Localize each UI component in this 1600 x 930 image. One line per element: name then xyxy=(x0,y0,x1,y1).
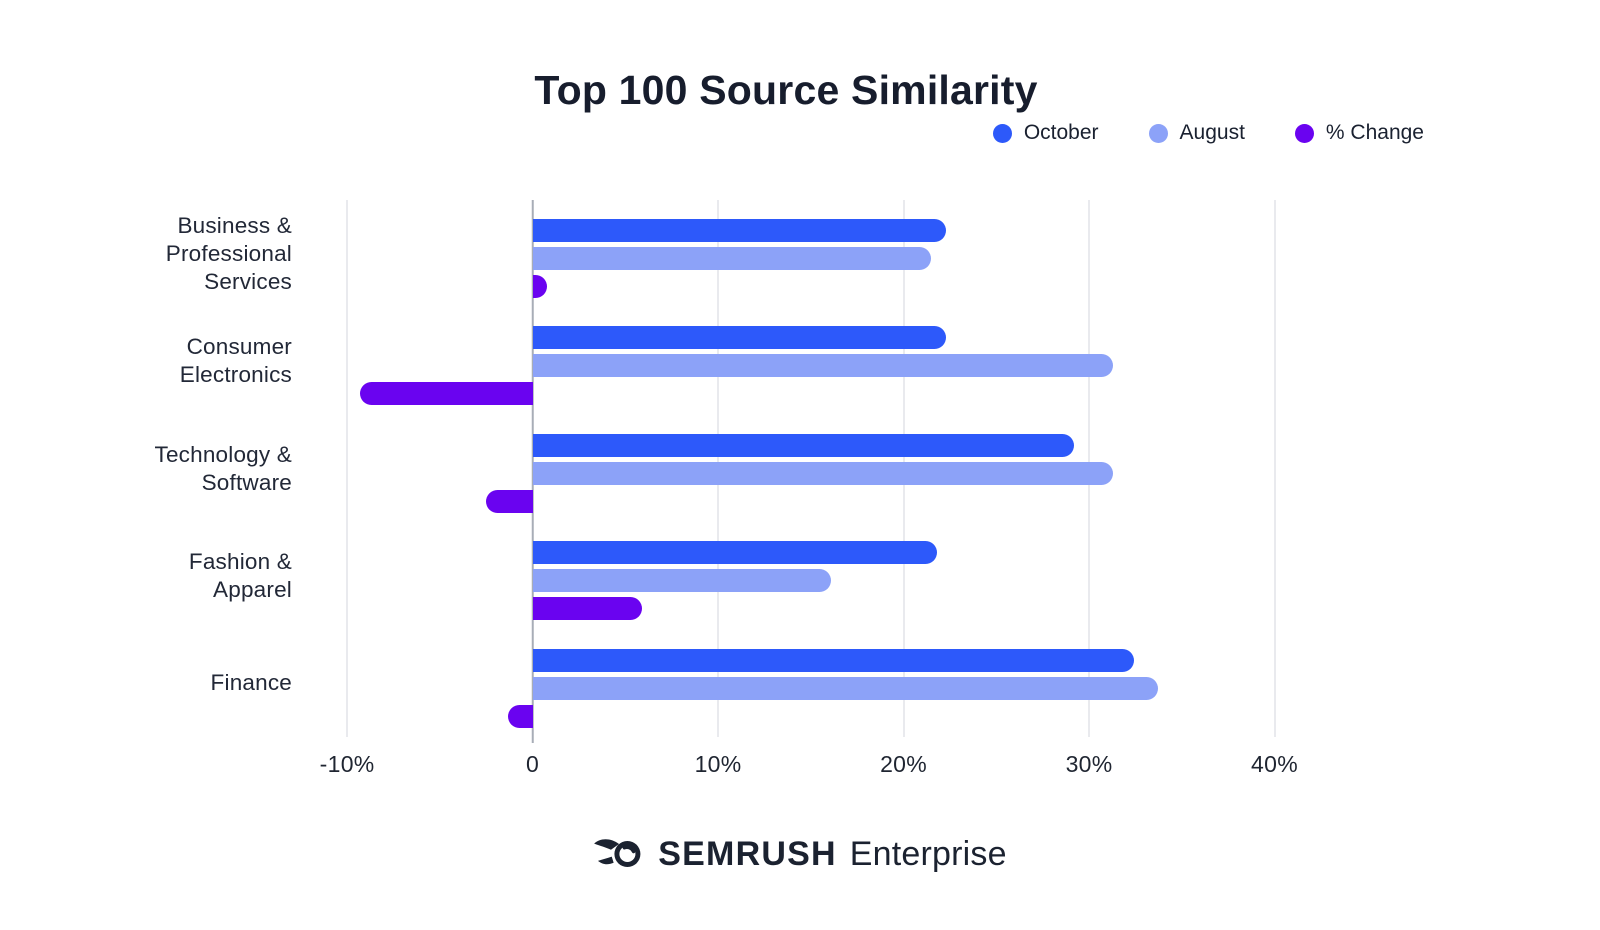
bar-august-consumer-electronics xyxy=(532,354,1114,378)
category-labels: Business & Professional Services Consumer El… xyxy=(0,200,292,737)
chart-title: Top 100 Source Similarity xyxy=(534,67,1038,114)
category-label-technology-software: Technology & Software xyxy=(154,441,292,495)
x-tick-label: -10% xyxy=(319,751,375,777)
category-row-consumer-electronics xyxy=(310,307,1460,414)
bar-change-consumer-electronics xyxy=(360,382,533,406)
x-tick-label: 20% xyxy=(880,751,928,777)
bar-change-business-professional-services xyxy=(532,275,548,298)
legend-label-october: October xyxy=(1023,121,1099,144)
category-row-finance xyxy=(310,630,1460,737)
brand-footer: SEMRUSH Enterprise xyxy=(0,833,1600,875)
legend-dot-change xyxy=(1294,123,1314,143)
chart-legend: October August % Change xyxy=(992,121,1424,145)
bar-october-consumer-electronics xyxy=(532,326,947,350)
semrush-comet-icon xyxy=(594,839,641,867)
category-row-fashion-apparel xyxy=(310,522,1460,629)
category-row-technology-software xyxy=(310,415,1460,522)
bar-october-technology-software xyxy=(532,433,1075,457)
plot-area: -10% 0 10% 20% 30% 40% xyxy=(310,200,1460,777)
gridline xyxy=(1273,200,1276,737)
bar-october-fashion-apparel xyxy=(532,541,937,565)
bar-change-fashion-apparel xyxy=(532,597,642,621)
legend-item-change: % Change xyxy=(1294,121,1424,145)
bar-august-finance xyxy=(532,676,1158,700)
bar-august-fashion-apparel xyxy=(532,569,832,593)
x-tick-label: 10% xyxy=(694,751,742,777)
bar-august-technology-software xyxy=(532,461,1114,485)
bar-august-business-professional-services xyxy=(532,247,932,270)
category-label-fashion-apparel: Fashion & Apparel xyxy=(188,548,292,602)
bar-october-business-professional-services xyxy=(532,219,947,242)
legend-dot-october xyxy=(992,123,1012,143)
category-row-business-professional-services xyxy=(310,200,1460,307)
x-tick-label: 40% xyxy=(1251,751,1298,777)
legend-item-august: August xyxy=(1148,121,1245,145)
legend-label-august: August xyxy=(1179,121,1245,144)
category-label-consumer-electronics: Consumer Electronics xyxy=(179,334,292,388)
legend-item-october: October xyxy=(992,121,1099,145)
legend-dot-august xyxy=(1148,123,1168,143)
legend-label-change: % Change xyxy=(1325,121,1424,144)
bar-october-finance xyxy=(532,648,1134,672)
category-label-finance: Finance xyxy=(210,670,292,696)
bar-change-technology-software xyxy=(486,489,533,513)
brand-suffix: Enterprise xyxy=(849,834,1007,873)
x-tick-label: 30% xyxy=(1065,751,1113,777)
brand-name: SEMRUSH xyxy=(658,834,837,873)
gridline xyxy=(346,200,349,737)
x-tick-label: 0 xyxy=(526,751,540,777)
category-label-business-professional-services: Business & Professional Services xyxy=(165,212,292,294)
bar-change-finance xyxy=(508,704,533,728)
